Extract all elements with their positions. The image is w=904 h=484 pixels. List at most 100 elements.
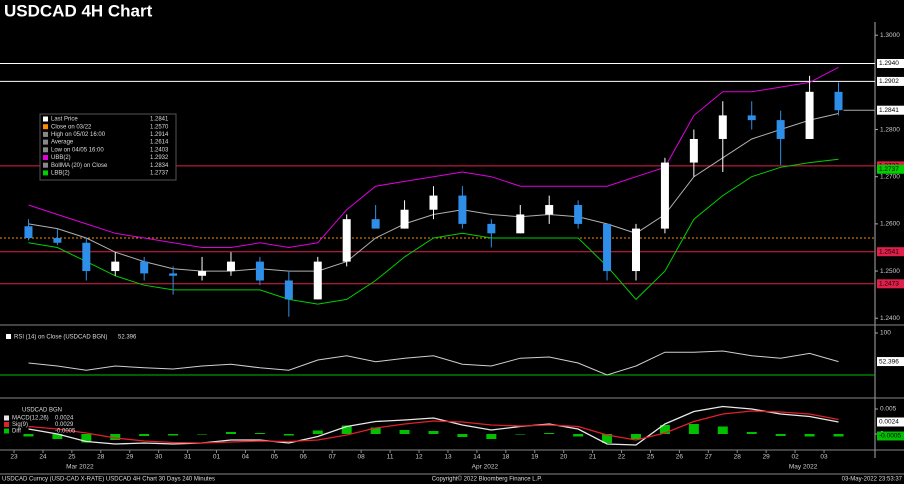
candle-body [603, 223, 612, 272]
legend-swatch [43, 155, 48, 160]
diff-bar [544, 433, 555, 434]
diff-bar [225, 432, 236, 434]
candle-body [574, 205, 583, 224]
diff-bar [746, 432, 757, 434]
candle-body [458, 195, 467, 224]
macd-last-label-box [877, 417, 904, 427]
diff-bar [659, 425, 670, 434]
x-tick-label: 05 [271, 454, 279, 461]
x-tick-label: 27 [705, 454, 713, 461]
legend-name: RSI (14) on Close (USDCAD BGN) [14, 335, 107, 341]
legend-swatch [43, 162, 48, 168]
level-label-box [877, 76, 904, 86]
legend-value: 0.0024 [55, 416, 74, 422]
legend-box [39, 113, 177, 181]
legend-name: Close on 03/22 [51, 124, 92, 130]
legend-swatch [43, 131, 48, 137]
x-tick-label: 20 [560, 454, 568, 461]
x-tick-label: 12 [415, 454, 423, 461]
lower-band-label-box [877, 164, 904, 174]
diff-last-label-box [877, 431, 904, 441]
x-tick-label: 23 [10, 454, 18, 461]
macd-line [28, 405, 839, 446]
x-tick-label: 28 [734, 454, 742, 461]
candle-body [371, 219, 380, 229]
candle-body [429, 195, 438, 210]
diff-bar [254, 433, 265, 434]
legend-name: Low on 04/05 16:00 [51, 147, 104, 153]
legend-value: 52.396 [118, 335, 137, 341]
macd-line [28, 410, 839, 444]
candle-body [82, 242, 91, 272]
y-tick-label: 1.2800 [880, 126, 900, 133]
diff-bar [428, 431, 439, 434]
level-label-box [877, 247, 904, 257]
candle-body [313, 261, 322, 300]
month-label: Mar 2022 [66, 464, 94, 471]
footer-right: 03-May-2022 23:53:37 [842, 477, 903, 483]
legend-name: High on 05/02 16:00 [51, 132, 106, 138]
x-tick-label: 01 [213, 454, 221, 461]
candle-body [169, 273, 178, 276]
lower-band-label: 1.2737 [879, 166, 899, 173]
legend-value: 1.2841 [150, 117, 169, 123]
footer-left: USDCAD Curncy (USD-CAD X-RATE) USDCAD 4H… [2, 477, 215, 483]
diff-bar [688, 424, 699, 434]
x-tick-label: 18 [502, 454, 510, 461]
legend-header: USDCAD BGN [22, 408, 62, 414]
diff-bar [312, 430, 323, 434]
x-tick-label: 03 [820, 454, 828, 461]
diff-bar [139, 434, 150, 436]
legend-swatch [6, 334, 11, 339]
diff-bar [52, 434, 63, 439]
y-tick-label: 1.3000 [880, 32, 900, 39]
last-price-label: 1.2841 [879, 107, 899, 114]
month-label: Apr 2022 [472, 464, 499, 471]
last-price-label-box [877, 105, 904, 115]
candle-body [111, 261, 120, 272]
candle-body [255, 261, 264, 281]
diff-bar [110, 434, 121, 440]
x-tick-label: 25 [647, 454, 655, 461]
candle-body [140, 261, 149, 274]
x-tick-label: 21 [589, 454, 597, 461]
candle-body [660, 162, 669, 229]
y-tick-label: 100 [880, 330, 891, 337]
y-tick-label: 0.005 [880, 406, 897, 413]
band-line [28, 66, 839, 249]
x-tick-label: 28 [97, 454, 105, 461]
candle-body [545, 205, 554, 215]
macd-last-label: 0.0024 [879, 419, 899, 426]
candle-body [834, 91, 843, 111]
legend-value: 1.2614 [150, 140, 169, 146]
legend-swatch [4, 415, 9, 421]
legend-value: 1.2403 [150, 147, 169, 153]
legend-swatch [43, 147, 48, 153]
diff-bar [602, 434, 613, 443]
candle-body [53, 238, 62, 243]
diff-bar [168, 434, 179, 436]
x-tick-label: 26 [676, 454, 684, 461]
diff-bar [486, 434, 497, 439]
level-label-box [877, 59, 904, 69]
legend-swatch [43, 116, 48, 122]
legend-value: -0.0005 [55, 429, 76, 435]
rsi-line [28, 350, 839, 376]
candle-body [342, 219, 351, 262]
diff-bar [457, 434, 468, 437]
legend-value: 1.2737 [150, 170, 169, 176]
diff-bar [515, 434, 526, 435]
footer-center: Copyright© 2022 Bloomberg Finance L.P. [432, 476, 543, 483]
legend-name: Sig(9) [12, 422, 28, 428]
y-tick-label: 1.2400 [880, 315, 900, 322]
diff-bar [717, 426, 728, 434]
x-tick-label: 29 [763, 454, 771, 461]
diff-bar [81, 434, 92, 443]
legend-value: 1.2834 [150, 163, 169, 169]
x-tick-label: 08 [358, 454, 366, 461]
legend-swatch [4, 422, 9, 427]
rsi-last-label-box [877, 357, 904, 367]
band-line [28, 158, 839, 305]
